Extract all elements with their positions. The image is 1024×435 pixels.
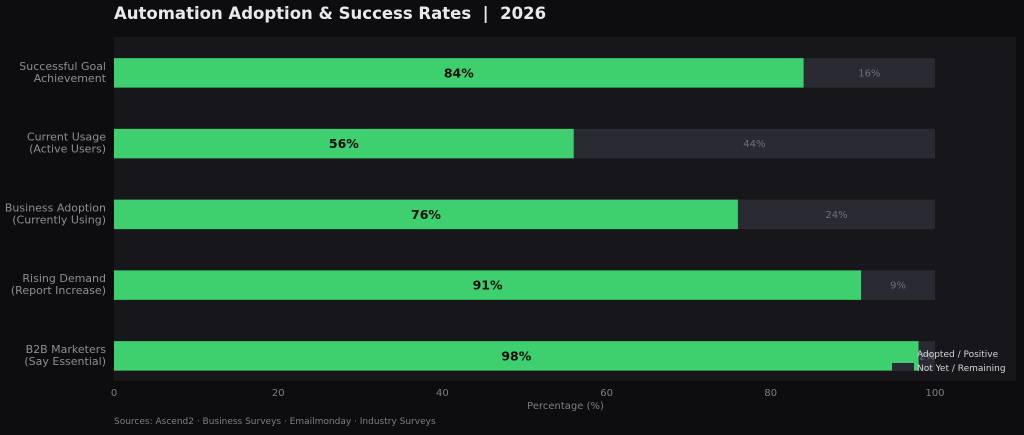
- x-tick-label: 20: [272, 388, 285, 399]
- legend-swatch-adopted: [892, 349, 914, 357]
- bar-value-label: 91%: [473, 278, 503, 293]
- y-category-label-line: (Active Users): [29, 143, 106, 156]
- bar-remaining: [861, 270, 935, 300]
- bar-remaining: [803, 58, 935, 88]
- chart-source-note: Sources: Ascend2 · Business Surveys · Em…: [114, 417, 436, 427]
- x-tick-label: 80: [764, 388, 777, 399]
- bar-adopted: [114, 199, 738, 230]
- bar-remaining-label: 16%: [858, 68, 880, 79]
- x-tick-label: 40: [436, 388, 449, 399]
- bar-remaining-label: 24%: [825, 210, 847, 221]
- chart-title: Automation Adoption & Success Rates | 20…: [114, 4, 547, 23]
- x-tick-label: 0: [111, 388, 117, 399]
- bar-remaining: [918, 341, 935, 371]
- bar-remaining: [737, 199, 935, 230]
- bar-remaining-label: 9%: [890, 281, 906, 292]
- bar-value-label: 98%: [501, 348, 531, 363]
- y-category-label-line: B2B Marketers: [26, 343, 107, 356]
- x-tick-label: 100: [925, 388, 944, 399]
- bar-adopted: [114, 128, 574, 159]
- bar-remaining-label: 2%: [919, 351, 935, 362]
- y-category-label: Successful Goal Achievement: [19, 60, 106, 85]
- bar-adopted: [114, 58, 804, 88]
- bar-adopted: [114, 341, 919, 371]
- bar-adopted: [114, 270, 862, 300]
- legend-swatch-remaining: [892, 363, 914, 371]
- bar-value-label: 56%: [329, 136, 359, 151]
- x-axis-label: Percentage (%): [527, 401, 604, 412]
- bar-value-label: 84%: [444, 65, 474, 80]
- y-category-label-line: Business Adoption: [5, 201, 106, 214]
- legend-label-remaining: Not Yet / Remaining: [917, 364, 1006, 374]
- y-category-label-line: (Currently Using): [12, 213, 106, 226]
- y-category-label: Rising Demand (Report Increase): [11, 272, 106, 297]
- legend-label-adopted: Adopted / Positive: [917, 350, 999, 360]
- bar-remaining-label: 44%: [743, 139, 765, 150]
- y-category-label: Business Adoption (Currently Using): [5, 201, 106, 226]
- y-category-label-line: Rising Demand: [22, 272, 106, 285]
- y-category-label-line: Achievement: [34, 72, 107, 85]
- y-category-label: B2B Marketers (Say Essential): [24, 343, 106, 368]
- y-category-label-line: (Say Essential): [24, 355, 106, 368]
- bar-value-label: 76%: [411, 207, 441, 222]
- bar-remaining: [573, 128, 935, 159]
- y-category-label-line: Current Usage: [27, 131, 106, 144]
- y-category-label-line: Successful Goal: [19, 60, 106, 73]
- y-category-label: Current Usage (Active Users): [27, 131, 106, 156]
- x-tick-label: 60: [600, 388, 613, 399]
- y-category-label-line: (Report Increase): [11, 284, 106, 297]
